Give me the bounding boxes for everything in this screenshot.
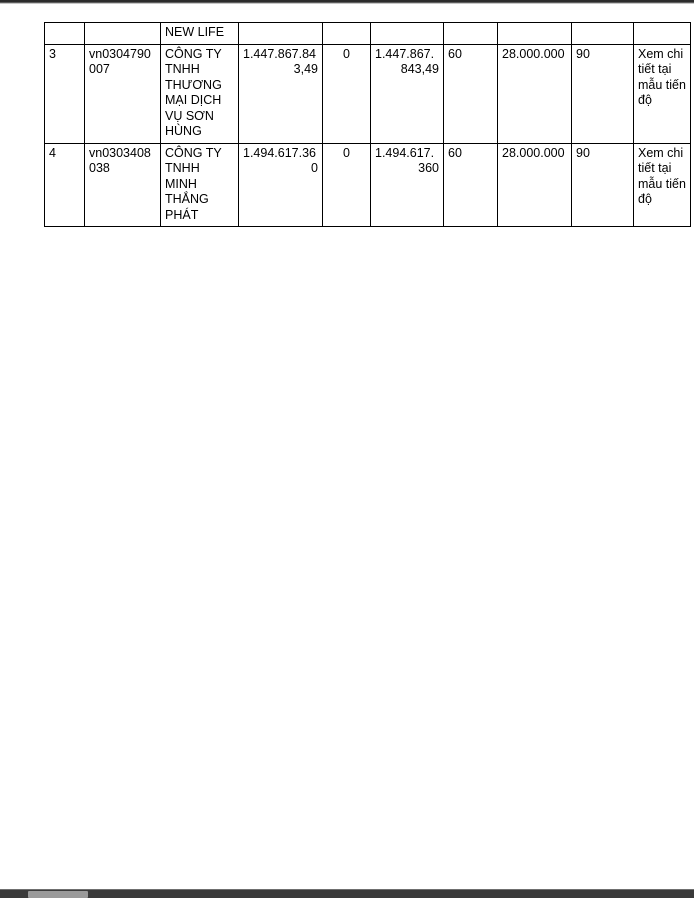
cell-amount-3: 1.494.617.360: [370, 142, 444, 227]
cell-company-name: CÔNG TY TNHH MINH THẮNG PHÁT: [160, 142, 239, 227]
cell-amount-4: 28.000.000: [497, 43, 572, 144]
table-row: 3 vn0304790007 CÔNG TY TNHH THƯƠNG MẠI D…: [44, 43, 691, 144]
cell-amount-1: [238, 22, 323, 45]
cell-company-name: NEW LIFE: [160, 22, 239, 45]
scrollbar-thumb[interactable]: [28, 891, 88, 898]
cell-amount-2: 0: [322, 43, 371, 144]
cell-amount-1: 1.447.867.843,49: [238, 43, 323, 144]
cell-term-1: 60: [443, 43, 498, 144]
data-table: NEW LIFE 3 vn0304790007 CÔNG TY TNHH THƯ…: [44, 22, 691, 227]
cell-stt: [44, 22, 85, 45]
horizontal-scrollbar[interactable]: [0, 889, 694, 898]
cell-note: [633, 22, 691, 45]
cell-amount-1: 1.494.617.360: [238, 142, 323, 227]
cell-amount-3: 1.447.867.843,49: [370, 43, 444, 144]
cell-term-1: 60: [443, 142, 498, 227]
table-row: 4 vn0303408038 CÔNG TY TNHH MINH THẮNG P…: [44, 142, 691, 227]
table-row: NEW LIFE: [44, 22, 691, 45]
cell-code: vn0303408038: [84, 142, 161, 227]
window-top-edge: [0, 0, 694, 4]
cell-note: Xem chi tiết tại mẫu tiến độ: [633, 43, 691, 144]
cell-amount-3: [370, 22, 444, 45]
cell-term-2: 90: [571, 142, 634, 227]
cell-amount-2: [322, 22, 371, 45]
cell-code: vn0304790007: [84, 43, 161, 144]
cell-code: [84, 22, 161, 45]
cell-amount-2: 0: [322, 142, 371, 227]
cell-term-2: [571, 22, 634, 45]
cell-stt: 3: [44, 43, 85, 144]
cell-term-2: 90: [571, 43, 634, 144]
cell-term-1: [443, 22, 498, 45]
document-page: NEW LIFE 3 vn0304790007 CÔNG TY TNHH THƯ…: [0, 4, 694, 889]
cell-stt: 4: [44, 142, 85, 227]
cell-amount-4: [497, 22, 572, 45]
cell-note: Xem chi tiết tại mẫu tiến độ: [633, 142, 691, 227]
cell-amount-4: 28.000.000: [497, 142, 572, 227]
cell-company-name: CÔNG TY TNHH THƯƠNG MẠI DỊCH VỤ SƠN HÙNG: [160, 43, 239, 144]
